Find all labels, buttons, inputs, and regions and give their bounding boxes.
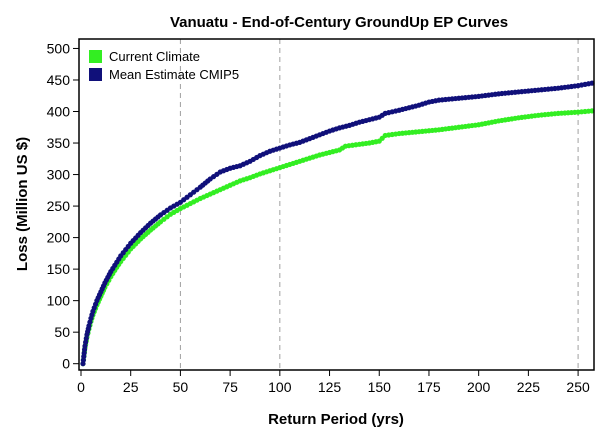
x-tick-label-100: 100	[268, 379, 292, 395]
y-tick-label-400: 400	[47, 104, 71, 120]
x-tick-label-175: 175	[417, 379, 441, 395]
y-tick-label-250: 250	[47, 198, 71, 214]
x-tick-label-225: 225	[517, 379, 541, 395]
y-tick-label-0: 0	[62, 356, 70, 372]
x-tick-label-50: 50	[173, 379, 189, 395]
legend-swatch-0	[89, 50, 102, 63]
legend-swatch-1	[89, 68, 102, 81]
y-tick-label-350: 350	[47, 135, 71, 151]
chart-title: Vanuatu - End-of-Century GroundUp EP Cur…	[170, 14, 508, 31]
y-tick-label-100: 100	[47, 293, 71, 309]
y-tick-label-200: 200	[47, 230, 71, 246]
x-tick-label-25: 25	[123, 379, 139, 395]
x-tick-label-200: 200	[467, 379, 491, 395]
y-tick-label-150: 150	[47, 261, 71, 277]
reference-lines	[179, 39, 579, 370]
y-axis-label: Loss (Million US $)	[14, 137, 31, 271]
x-tick-label-75: 75	[222, 379, 238, 395]
y-tick-label-450: 450	[47, 72, 71, 88]
x-tick-label-250: 250	[566, 379, 590, 395]
data-points	[80, 80, 595, 367]
legend: Current Climate Mean Estimate CMIP5	[89, 49, 239, 82]
x-tick-label-150: 150	[368, 379, 392, 395]
plot-frame	[78, 38, 595, 371]
x-axis-label: Return Period (yrs)	[268, 411, 404, 428]
axis-ticks: 0 25 50 75 100 125 150 175 200 225 250 0 50 100 150 200…	[47, 40, 590, 395]
legend-label-1: Mean Estimate CMIP5	[109, 67, 239, 82]
x-tick-label-125: 125	[318, 379, 342, 395]
y-tick-label-500: 500	[47, 40, 71, 56]
x-tick-label-0: 0	[77, 379, 85, 395]
legend-label-0: Current Climate	[109, 49, 200, 64]
y-tick-label-300: 300	[47, 167, 71, 183]
y-tick-label-50: 50	[54, 324, 70, 340]
